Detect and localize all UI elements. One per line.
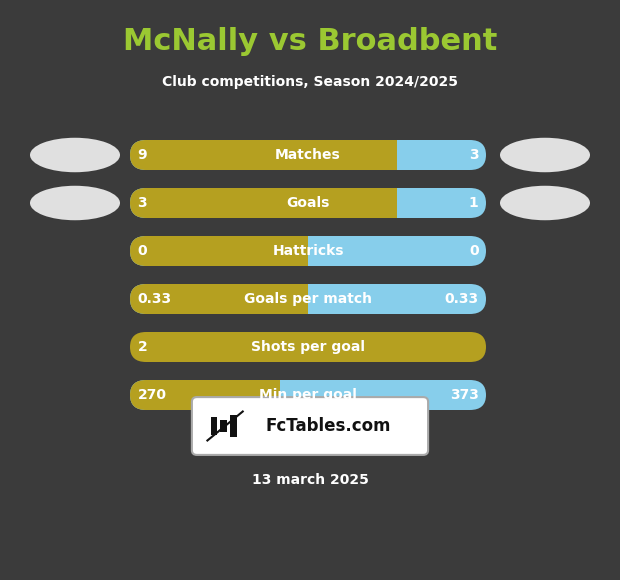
- Text: 1: 1: [469, 196, 479, 210]
- Bar: [373, 188, 397, 218]
- Text: Goals per match: Goals per match: [244, 292, 372, 306]
- Bar: [373, 140, 397, 170]
- Text: FcTables.com: FcTables.com: [265, 417, 391, 435]
- FancyBboxPatch shape: [130, 236, 486, 266]
- Bar: [255, 380, 280, 410]
- Text: 2: 2: [138, 340, 147, 354]
- Text: Shots per goal: Shots per goal: [251, 340, 365, 354]
- Text: 0.33: 0.33: [445, 292, 479, 306]
- Text: 9: 9: [138, 148, 147, 162]
- Bar: [221, 419, 227, 432]
- FancyBboxPatch shape: [130, 380, 280, 410]
- Bar: [231, 415, 237, 437]
- Bar: [284, 236, 308, 266]
- Text: Hattricks: Hattricks: [272, 244, 343, 258]
- Bar: [284, 284, 308, 314]
- FancyBboxPatch shape: [130, 236, 308, 266]
- Text: 0.33: 0.33: [138, 292, 172, 306]
- Text: Club competitions, Season 2024/2025: Club competitions, Season 2024/2025: [162, 75, 458, 89]
- Text: 13 march 2025: 13 march 2025: [252, 473, 368, 487]
- Text: 3: 3: [469, 148, 479, 162]
- Text: 373: 373: [450, 388, 479, 402]
- Ellipse shape: [500, 137, 590, 172]
- Text: 270: 270: [138, 388, 166, 402]
- FancyBboxPatch shape: [130, 140, 397, 170]
- Ellipse shape: [30, 137, 120, 172]
- FancyBboxPatch shape: [130, 332, 486, 362]
- Text: McNally vs Broadbent: McNally vs Broadbent: [123, 27, 497, 56]
- FancyBboxPatch shape: [130, 188, 486, 218]
- FancyBboxPatch shape: [192, 397, 428, 455]
- Ellipse shape: [500, 186, 590, 220]
- Text: Goals: Goals: [286, 196, 330, 210]
- Text: 0: 0: [138, 244, 147, 258]
- Ellipse shape: [30, 186, 120, 220]
- FancyBboxPatch shape: [130, 380, 486, 410]
- Text: Matches: Matches: [275, 148, 341, 162]
- FancyBboxPatch shape: [130, 188, 397, 218]
- FancyBboxPatch shape: [130, 284, 308, 314]
- Bar: [211, 417, 217, 434]
- Text: Min per goal: Min per goal: [259, 388, 357, 402]
- FancyBboxPatch shape: [130, 140, 486, 170]
- Text: 0: 0: [469, 244, 479, 258]
- FancyBboxPatch shape: [130, 284, 486, 314]
- Text: 3: 3: [138, 196, 147, 210]
